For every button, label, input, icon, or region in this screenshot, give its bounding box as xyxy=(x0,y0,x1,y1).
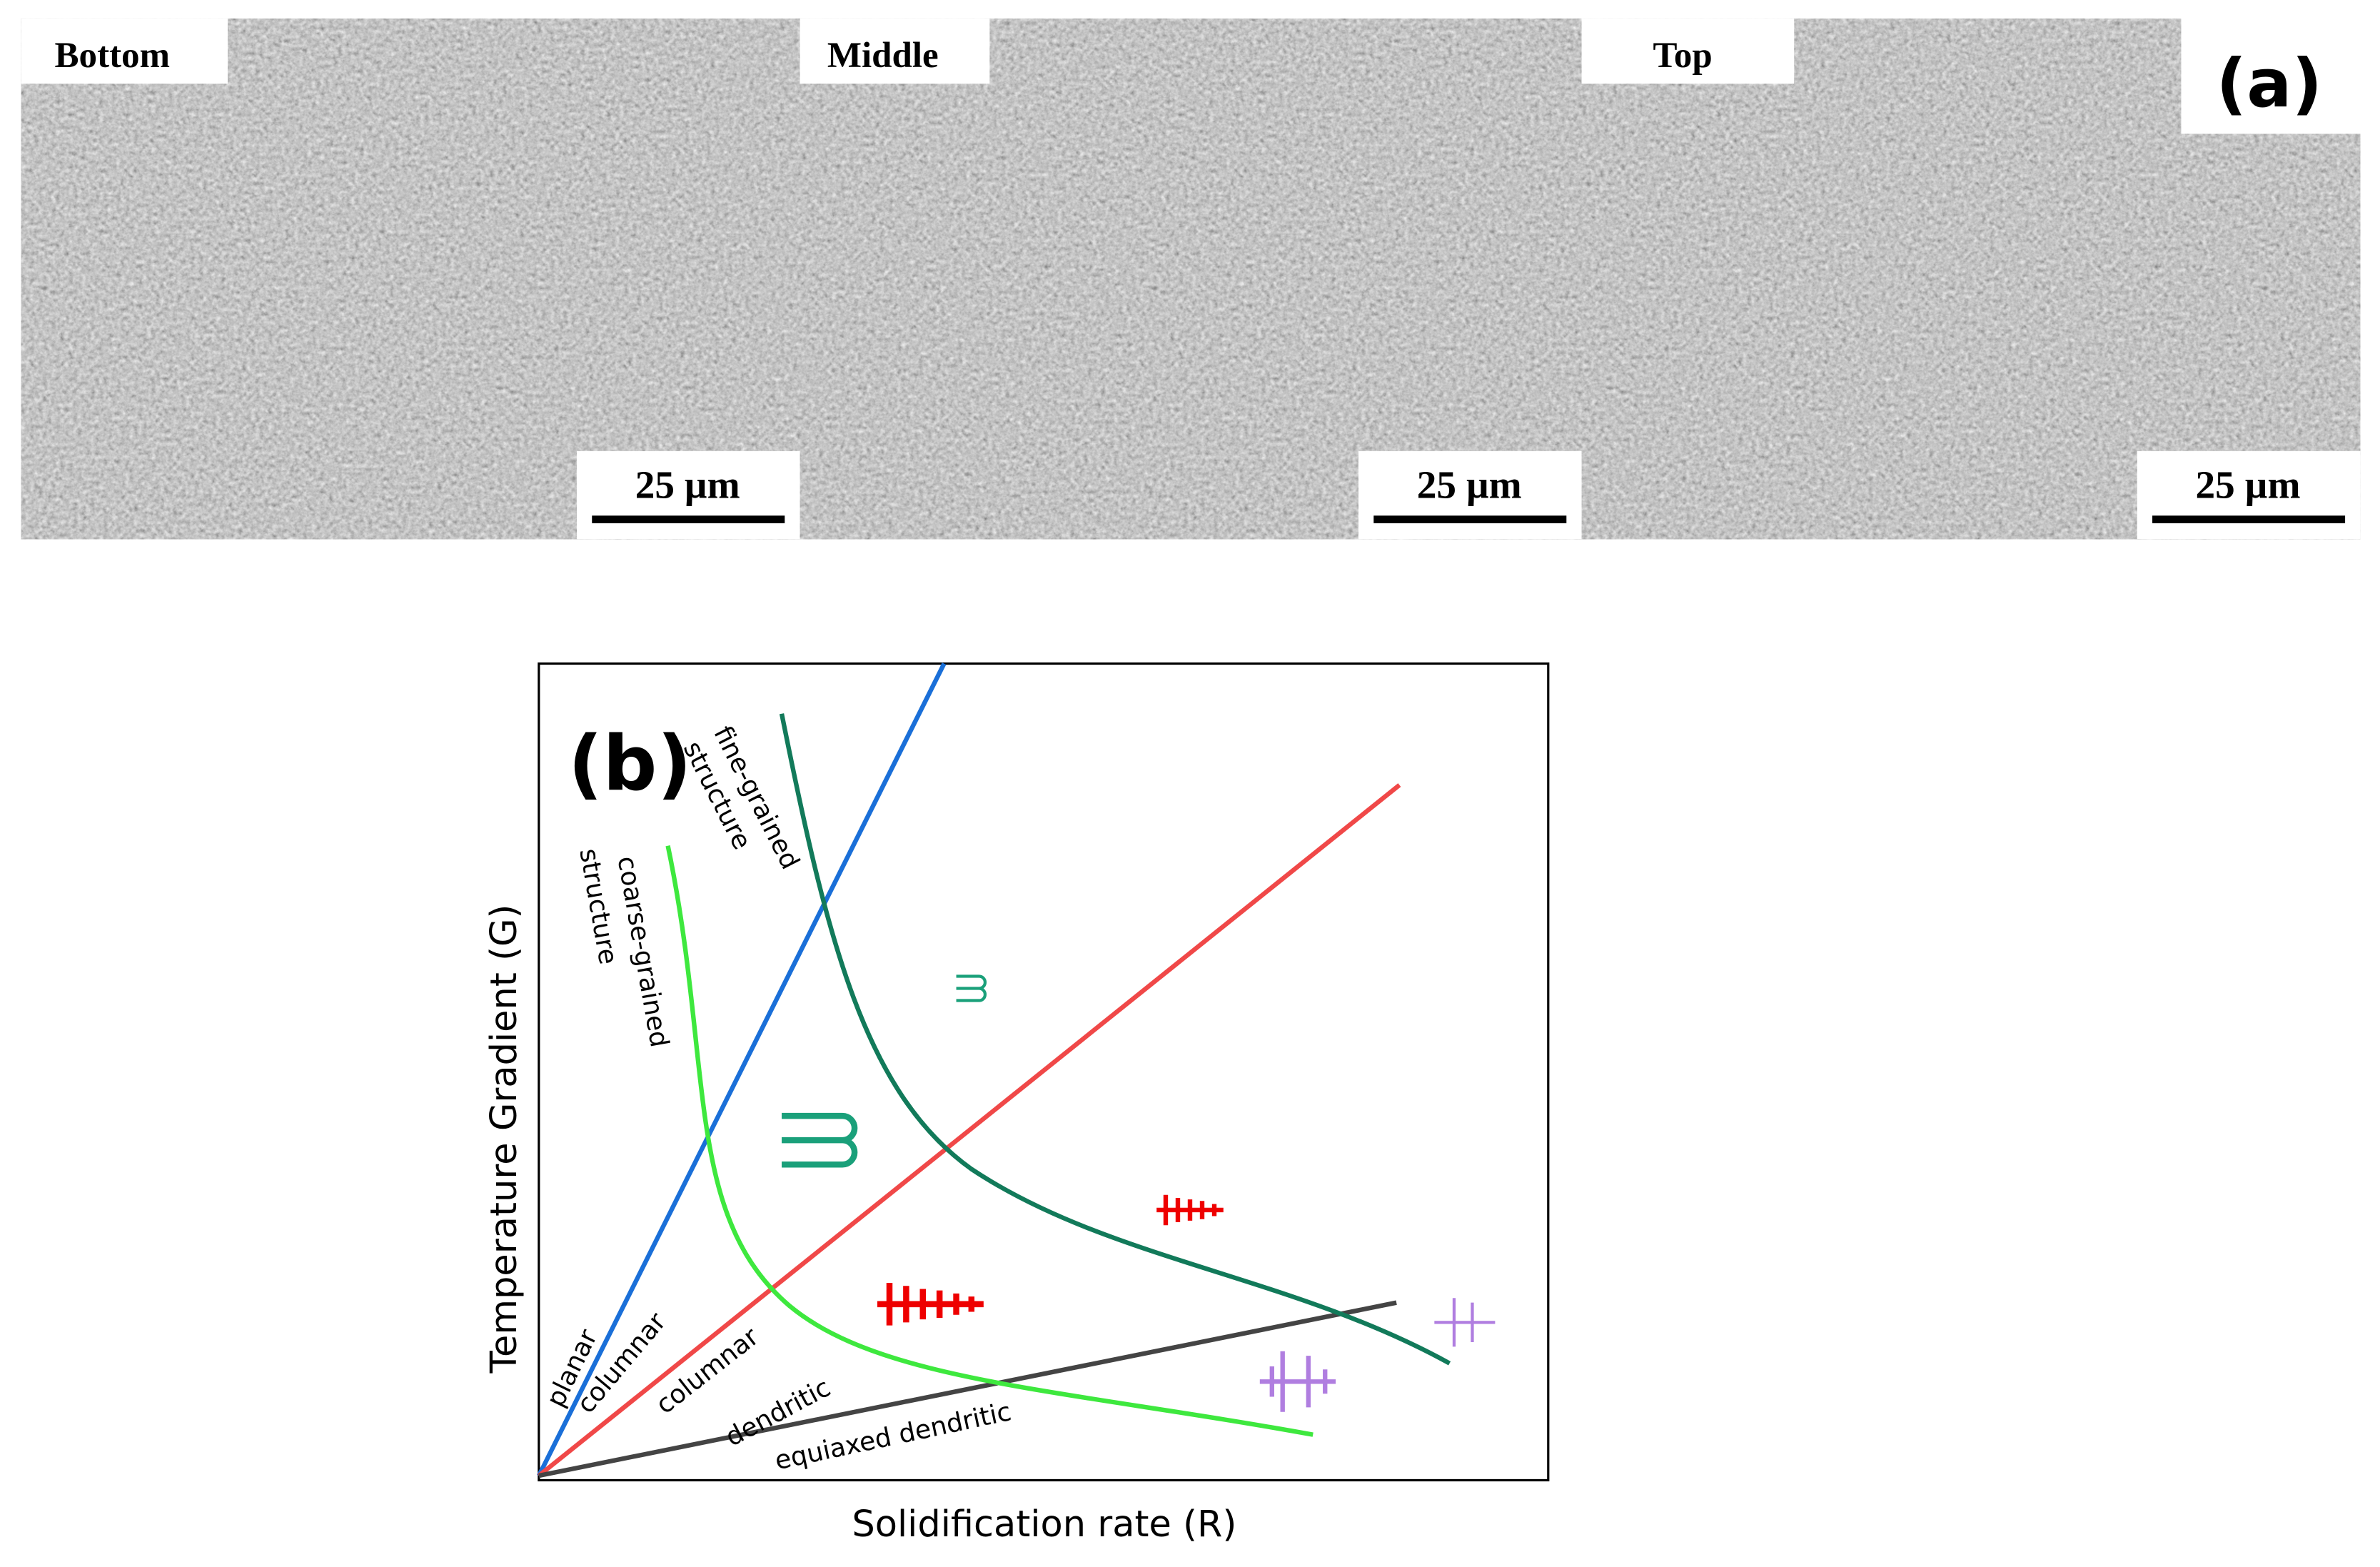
panel-b: (b) Solidification rate (R) Temperature … xyxy=(483,662,1550,1546)
scale-box xyxy=(576,450,800,540)
panel-a: Bottom Middle Top (a) 25 µm 25 µm 25 µm xyxy=(0,0,2380,540)
label-box xyxy=(800,18,990,84)
icon-dendrite xyxy=(1156,1194,1224,1226)
margin xyxy=(0,0,2380,19)
panel-label: Top xyxy=(1653,36,1713,76)
scale-box xyxy=(1358,450,1582,540)
icons xyxy=(782,974,1496,1412)
boundary-line xyxy=(538,1300,1397,1478)
panel-label: Bottom xyxy=(55,36,171,76)
panel-tag: (b) xyxy=(568,720,692,808)
scale-label: 25 µm xyxy=(2196,463,2301,507)
boundary-line xyxy=(537,783,1401,1478)
scale-box xyxy=(2137,450,2361,540)
label-box xyxy=(21,18,228,84)
icon-columnar xyxy=(782,1112,858,1168)
grain-curve xyxy=(665,845,1313,1437)
icon-columnar xyxy=(956,974,987,1002)
scale-label: 25 µm xyxy=(635,463,740,507)
icon-equiaxed xyxy=(1259,1351,1336,1412)
panel-tag: (a) xyxy=(2216,45,2322,123)
tag-box xyxy=(2181,0,2380,134)
boundary-line xyxy=(536,662,947,1477)
x-axis-label: Solidification rate (R) xyxy=(852,1503,1236,1546)
y-axis-label: Temperature Gradient (G) xyxy=(483,905,525,1374)
scale-label: 25 µm xyxy=(1417,463,1522,507)
panel-label: Middle xyxy=(827,36,939,76)
icon-dendrite xyxy=(877,1283,984,1326)
label-box xyxy=(1581,18,1795,84)
grain-curve xyxy=(779,713,1451,1366)
icon-equiaxed xyxy=(1434,1298,1496,1347)
